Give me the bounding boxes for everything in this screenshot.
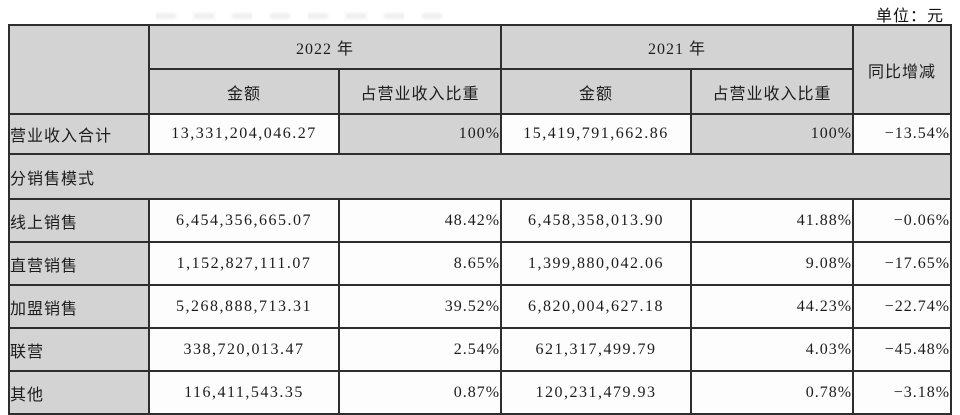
share-2021-header: 占营业收入比重	[690, 68, 855, 115]
row-label: 营业收入合计	[8, 113, 150, 155]
yoy-value: −22.74%	[852, 284, 953, 329]
share-2022-value: 100%	[337, 113, 503, 155]
row-label: 加盟销售	[8, 284, 150, 329]
year-2021-header: 2021 年	[500, 24, 855, 70]
share-2021-value: 0.78%	[690, 370, 855, 415]
share-2022-value: 8.65%	[337, 241, 503, 286]
amount-2022-value: 13,331,204,046.27	[148, 113, 340, 155]
share-2022-value: 0.87%	[337, 370, 503, 415]
cropped-text-artifact	[156, 13, 446, 19]
yoy-header: 同比增减	[852, 24, 953, 115]
amount-2022-value: 116,411,543.35	[148, 370, 340, 415]
share-2021-value: 44.23%	[690, 284, 855, 329]
amount-2021-value: 6,820,004,627.18	[500, 284, 693, 329]
row-label: 其他	[8, 370, 150, 415]
amount-2022-value: 338,720,013.47	[148, 327, 340, 372]
row-label: 联营	[8, 327, 150, 372]
share-2021-value: 9.08%	[690, 241, 855, 286]
amount-2021-value: 621,317,499.79	[500, 327, 693, 372]
table-row-total-revenue: 营业收入合计 13,331,204,046.27 100% 15,419,791…	[8, 113, 953, 155]
row-label: 直营销售	[8, 241, 150, 286]
yoy-value: −17.65%	[852, 241, 953, 286]
amount-2022-value: 1,152,827,111.07	[148, 241, 340, 286]
table-row-franchise-sales: 加盟销售 5,268,888,713.31 39.52% 6,820,004,6…	[8, 284, 953, 329]
yoy-value: −0.06%	[852, 198, 953, 243]
amount-2022-value: 5,268,888,713.31	[148, 284, 340, 329]
yoy-value: −3.18%	[852, 370, 953, 415]
table-row-other: 其他 116,411,543.35 0.87% 120,231,479.93 0…	[8, 370, 953, 415]
share-2021-value: 100%	[690, 113, 855, 155]
corner-empty-cell	[8, 24, 150, 115]
amount-2021-value: 120,231,479.93	[500, 370, 693, 415]
share-2022-value: 39.52%	[337, 284, 503, 329]
unit-label: 单位：元	[875, 8, 944, 25]
header-row-years: 2022 年 2021 年 同比增减	[8, 24, 953, 115]
year-2022-header: 2022 年	[147, 24, 503, 70]
share-2022-value: 2.54%	[337, 327, 503, 372]
amount-2022-value: 6,454,356,665.07	[148, 198, 340, 243]
yoy-value: −45.48%	[852, 327, 953, 372]
header-row-metrics: 金额 占营业收入比重 金额 占营业收入比重	[9, 68, 951, 115]
amount-2021-header: 金额	[500, 68, 693, 115]
table-row-section-sales-mode: 分销售模式	[7, 153, 953, 200]
revenue-breakdown-table: 2022 年 2021 年 同比增减 金额 占营业收入比重 金额 占营业收入比重…	[7, 24, 953, 415]
table-row-direct-sales: 直营销售 1,152,827,111.07 8.65% 1,399,880,04…	[8, 241, 953, 286]
row-label: 线上销售	[8, 198, 150, 243]
amount-2022-header: 金额	[148, 68, 340, 115]
share-2022-value: 48.42%	[337, 198, 503, 243]
table-row-joint-operation: 联营 338,720,013.47 2.54% 621,317,499.79 4…	[8, 327, 953, 372]
amount-2021-value: 15,419,791,662.86	[500, 113, 693, 155]
yoy-value: −13.54%	[852, 113, 953, 155]
share-2022-header: 占营业收入比重	[337, 68, 503, 115]
share-2021-value: 41.88%	[690, 198, 855, 243]
table-row-online-sales: 线上销售 6,454,356,665.07 48.42% 6,458,358,0…	[8, 198, 953, 243]
amount-2021-value: 6,458,358,013.90	[500, 198, 693, 243]
share-2021-value: 4.03%	[690, 327, 855, 372]
section-label: 分销售模式	[7, 153, 953, 200]
amount-2021-value: 1,399,880,042.06	[500, 241, 693, 286]
